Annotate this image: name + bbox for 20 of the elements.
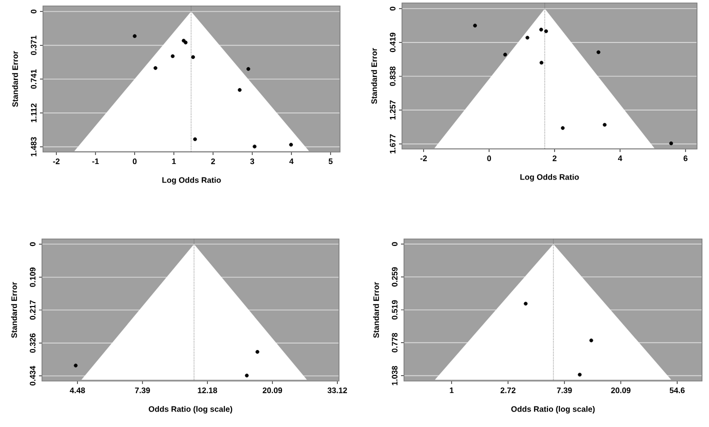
point <box>473 24 477 28</box>
point <box>246 67 250 71</box>
point <box>503 52 508 57</box>
point <box>132 34 137 38</box>
point <box>544 29 548 34</box>
point <box>193 137 197 142</box>
point <box>540 60 544 65</box>
point <box>170 54 175 58</box>
point <box>252 144 256 148</box>
point <box>289 142 293 147</box>
point <box>238 88 242 92</box>
point <box>669 141 674 146</box>
point <box>539 28 544 32</box>
point <box>602 122 607 127</box>
point <box>596 50 600 54</box>
point <box>560 126 565 130</box>
point <box>191 55 195 59</box>
point <box>526 36 530 40</box>
point <box>184 40 188 44</box>
point <box>154 66 158 70</box>
